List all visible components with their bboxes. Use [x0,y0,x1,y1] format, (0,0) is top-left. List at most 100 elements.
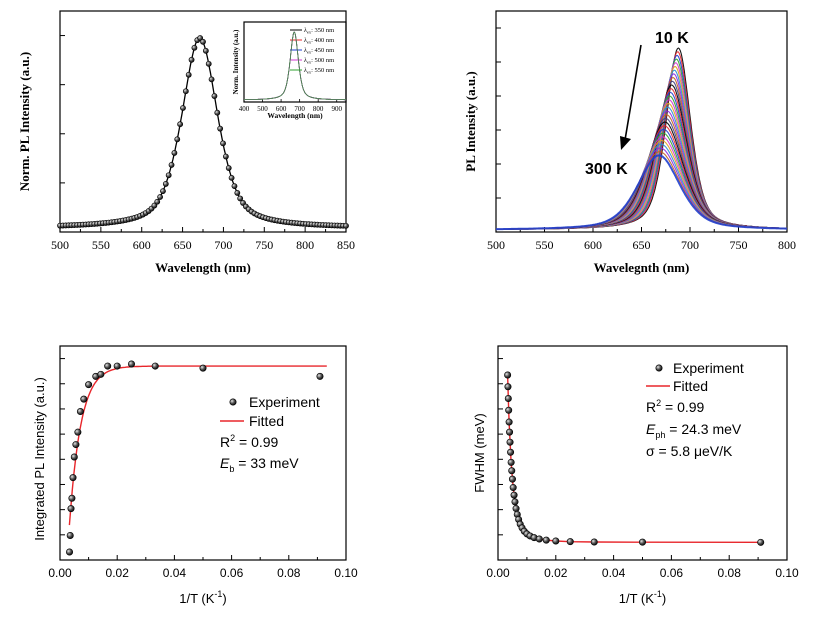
panel-d-ylabel: FWHM (meV) [472,413,487,492]
panel-b-annotation-300k: 300 K [585,161,628,178]
panel-a-point [222,153,229,160]
panel-d-point [566,538,574,546]
panel-c-frame [59,345,347,561]
panel-c-point [85,381,93,389]
panel-a-point [202,47,209,54]
panel-d-point [508,475,516,483]
panel-b-x-tick-label: 650 [633,238,651,252]
panel-a-point [151,202,158,209]
panel-d-point [507,448,515,456]
panel-d-point [506,438,514,446]
panel-b-xlabel: Wavelegnth (nm) [594,260,690,275]
panel-b-curve [496,73,788,230]
panel-d-point [590,538,598,546]
inset-x-tick-label: 400 [239,105,250,113]
panel-d-point [505,406,513,414]
panel-c-legend-fitted: Fitted [249,413,284,429]
panel-b-x-tick-label: 750 [730,238,748,252]
panel-a-point [177,121,184,128]
panel-b-curve [496,154,787,231]
panel-d-x-tick-label: 0.04 [602,566,626,580]
panel-a-point [234,190,241,196]
inset-legend-entry: λex: 550 nm [303,67,334,75]
inset-x-tick-label: 700 [294,105,305,113]
panel-c-point [70,453,78,461]
panel-a-point [191,44,198,51]
panel-c-x-tick-label: 0.00 [48,566,72,580]
panel-a-x-tick-label: 500 [51,238,69,252]
panel-d-point [552,537,560,545]
panel-b-arrow-shaft [624,44,642,141]
panel-d-point [505,418,513,426]
inset-legend-entry: λex: 500 nm [303,57,334,65]
panel-a-point [182,88,189,95]
panel-a-point [162,181,169,187]
panel-b-x-tick-label: 600 [584,238,602,252]
panel-a-point [165,172,172,179]
panel-c-x-tick-label: 0.08 [277,566,301,580]
panel-a-point [237,195,244,202]
panel-c-point [97,370,105,378]
panel-a-point [217,125,224,132]
panel-a-point [197,35,204,41]
inset-curve [244,31,346,101]
panel-c-point [316,372,324,380]
panel-d-r2: R2 = 0.99 [646,398,705,415]
panel-d-point [542,536,550,544]
panel-c-point [80,395,88,403]
panel-d-x-tick-label: 0.08 [718,566,742,580]
panel-b-x-tick-label: 500 [487,238,505,252]
panel-c-point [128,360,136,368]
panel-c-point [74,428,82,436]
panel-a-point [225,165,232,171]
panel-d-point [504,395,512,403]
panel-a-x-tick-label: 600 [133,238,151,252]
panel-a-x-tick-label: 750 [255,238,273,252]
panel-a-xlabel: Wavelength (nm) [155,260,251,275]
panel-a-point [188,56,195,63]
panel-c-point [151,362,159,370]
panel-b-ylabel: PL Intensity (a.u.) [463,71,478,171]
panel-d-x-tick-label: 0.00 [486,566,510,580]
panel-a-point [211,93,218,99]
panel-a-point [160,188,166,195]
panel-a-point [343,222,349,229]
panel-a-point [200,38,206,45]
inset-x-tick-label: 600 [276,105,287,113]
panel-c-x-tick-label: 0.06 [220,566,244,580]
panel-a-x-tick-label: 650 [174,238,192,252]
panel-c-fit-line [68,365,327,526]
panel-c-point [66,548,74,556]
panel-a-x-tick-label: 700 [214,238,232,252]
panel-a-point [228,174,235,181]
inset-legend-entry: λex: 400 nm [303,37,334,45]
panel-d-x-tick-label: 0.10 [775,566,799,580]
panel-c-eb: Eb = 33 meV [220,455,299,474]
panel-d-point [509,484,517,492]
panel-b-annotation-10k: 10 K [655,30,689,47]
panel-c-legend-ball [229,398,237,406]
panel-a-point [174,136,181,143]
panel-c-legend-experiment: Experiment [249,394,320,410]
panel-a-point [214,109,221,116]
panel-d-legend-ball [655,364,663,372]
panel-c-xlabel: 1/T (K-1) [179,589,227,606]
panel-d-point [510,491,518,499]
panel-d-point [511,498,519,506]
panel-d-point [757,538,765,546]
panel-a-point [154,198,161,205]
panel-a-point [220,140,226,147]
panel-c-point [113,362,121,370]
panel-d-point [512,505,520,513]
panel-c-x-tick-label: 0.02 [106,566,130,580]
panel-d-point [504,371,512,379]
panel-c-point [68,494,76,502]
panel-a-point [168,162,175,168]
panel-d-x-tick-label: 0.02 [544,566,568,580]
panel-a-x-tick-label: 800 [296,238,314,252]
panel-a-ylabel: Norm. PL Intensity (a.u.) [17,52,32,191]
panel-a-point [231,183,238,190]
panel-c-point [66,531,74,539]
panel-d-eph: Eph = 24.3 meV [646,421,742,440]
